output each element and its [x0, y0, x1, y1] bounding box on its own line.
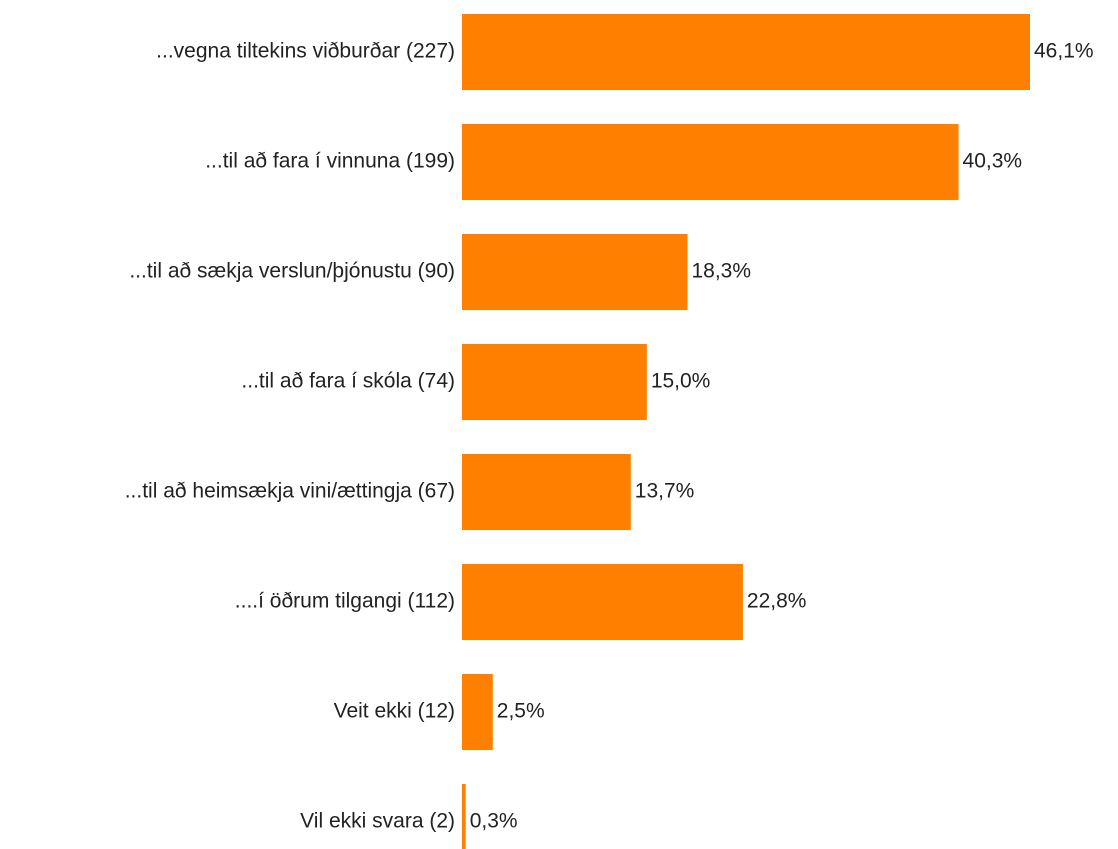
category-label: ...til að fara í skóla (74)	[241, 370, 455, 393]
category-label: ...til að heimsækja vini/ættingja (67)	[125, 480, 455, 503]
bar	[462, 344, 647, 420]
value-label: 22,8%	[747, 590, 807, 613]
category-label: ....í öðrum tilgangi (112)	[235, 590, 455, 613]
category-label: Vil ekki svara (2)	[300, 810, 455, 833]
value-label: 40,3%	[963, 150, 1023, 173]
value-label: 2,5%	[497, 700, 545, 723]
category-label: ...til að fara í vinnuna (199)	[205, 150, 455, 173]
bar	[462, 454, 631, 530]
bar	[462, 124, 959, 200]
bar	[462, 234, 688, 310]
value-label: 18,3%	[691, 260, 751, 283]
category-label: ...vegna tiltekins viðburðar (227)	[156, 40, 455, 63]
category-label: ...til að sækja verslun/þjónustu (90)	[129, 260, 455, 283]
bar	[462, 674, 493, 750]
value-label: 0,3%	[470, 810, 518, 833]
value-label: 46,1%	[1034, 40, 1094, 63]
bar	[462, 784, 466, 849]
category-label: Veit ekki (12)	[334, 700, 455, 723]
bar	[462, 564, 743, 640]
value-label: 13,7%	[635, 480, 695, 503]
bar	[462, 14, 1030, 90]
value-label: 15,0%	[651, 370, 711, 393]
